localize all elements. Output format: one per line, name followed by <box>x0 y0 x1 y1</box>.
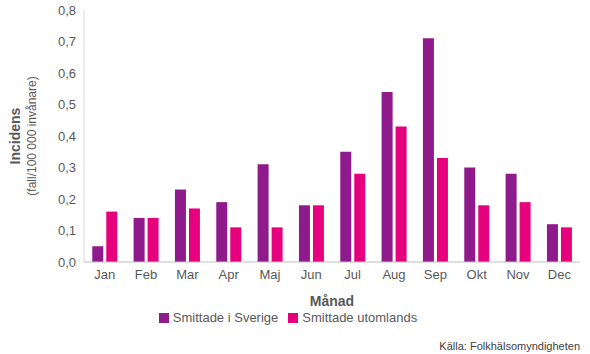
svg-text:Apr: Apr <box>219 267 240 282</box>
svg-text:Aug: Aug <box>382 267 405 282</box>
svg-text:0,8: 0,8 <box>58 3 76 18</box>
svg-text:Jul: Jul <box>344 267 361 282</box>
svg-text:Dec: Dec <box>548 267 572 282</box>
svg-text:Jun: Jun <box>301 267 322 282</box>
html-text:Smittade i Sverige: Smittade i Sverige <box>172 310 279 325</box>
svg-text:Jan: Jan <box>94 267 115 282</box>
svg-text:0,3: 0,3 <box>58 160 76 175</box>
svg-text:0,2: 0,2 <box>58 192 76 207</box>
svg-text:0,4: 0,4 <box>58 129 76 144</box>
svg-text:0,7: 0,7 <box>58 34 76 49</box>
svg-text:Maj: Maj <box>260 267 281 282</box>
svg-text:0,0: 0,0 <box>58 255 76 270</box>
svg-text:0,6: 0,6 <box>58 66 76 81</box>
svg-text:Feb: Feb <box>135 267 157 282</box>
svg-text:0,5: 0,5 <box>58 97 76 112</box>
svg-text:Månad: Månad <box>310 293 354 309</box>
svg-text:Sep: Sep <box>424 267 447 282</box>
svg-text:Incidens(fall/100 000 invånare: Incidens(fall/100 000 invånare) <box>8 76 39 195</box>
svg-text:Okt: Okt <box>467 267 488 282</box>
svg-text:0,1: 0,1 <box>58 223 76 238</box>
html-text:Källa: Folkhälsomyndigheten: Källa: Folkhälsomyndigheten <box>439 340 580 352</box>
html-text:Smittade utomlands: Smittade utomlands <box>302 310 418 325</box>
svg-text:Nov: Nov <box>506 267 530 282</box>
svg-text:Mar: Mar <box>176 267 199 282</box>
